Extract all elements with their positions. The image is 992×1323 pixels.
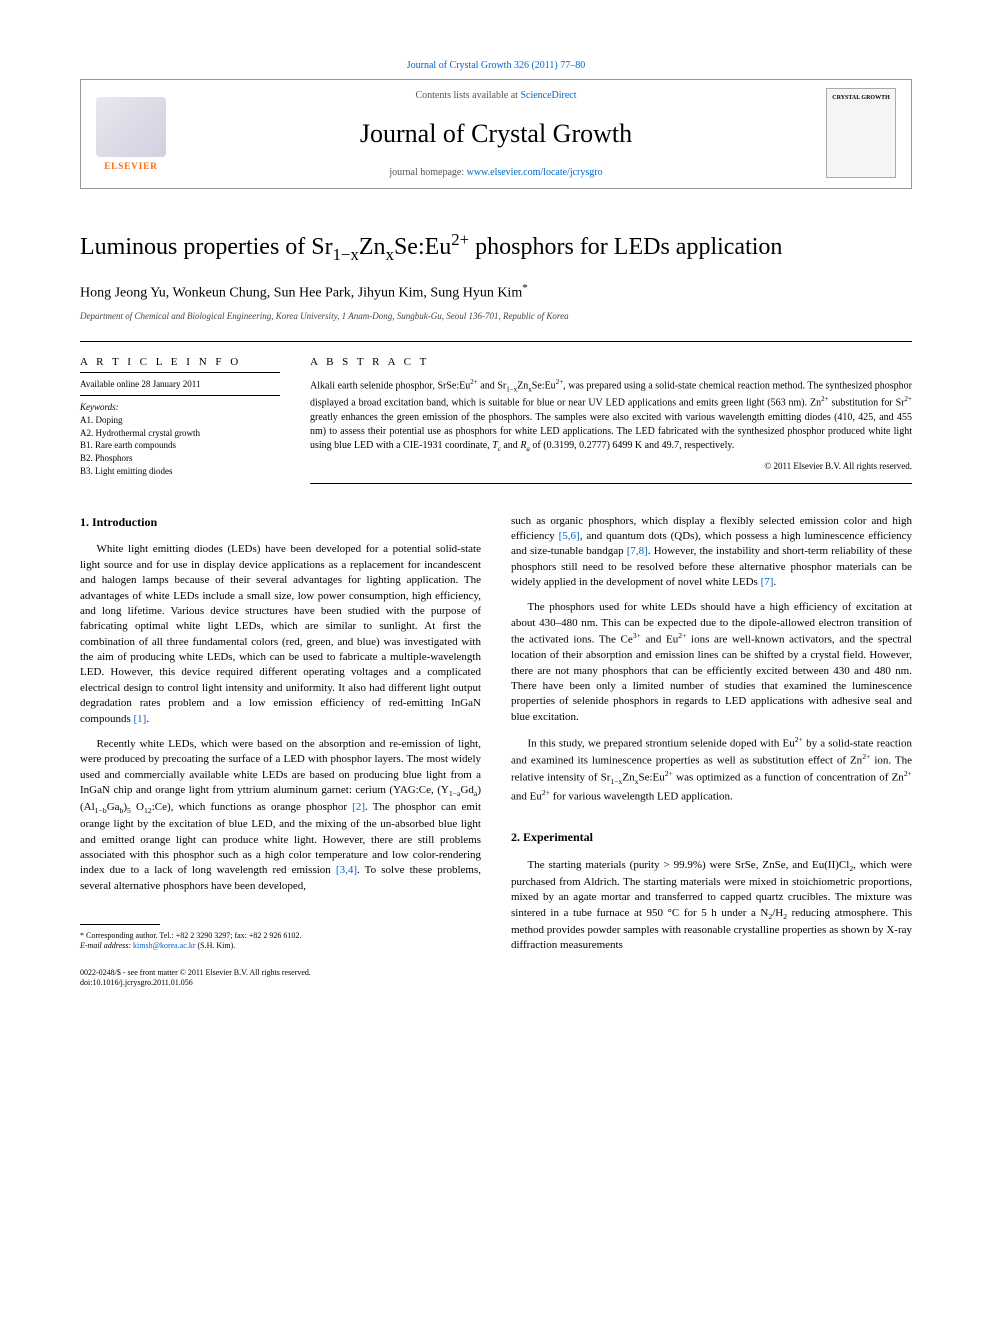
- homepage-link[interactable]: www.elsevier.com/locate/jcrysgro: [467, 167, 603, 178]
- authors-text: Hong Jeong Yu, Wonkeun Chung, Sun Hee Pa…: [80, 285, 522, 300]
- article-title: Luminous properties of Sr1−xZnxSe:Eu2+ p…: [80, 229, 912, 266]
- article-info-block: A R T I C L E I N F O Available online 2…: [80, 356, 280, 483]
- homepage-line: journal homepage: www.elsevier.com/locat…: [201, 167, 791, 178]
- intro-p3: such as organic phosphors, which display…: [511, 514, 912, 591]
- running-header: Journal of Crystal Growth 326 (2011) 77–…: [80, 60, 912, 71]
- journal-cover-slot: CRYSTAL GROWTH: [811, 80, 911, 188]
- authors-line: Hong Jeong Yu, Wonkeun Chung, Sun Hee Pa…: [80, 282, 912, 302]
- info-rule-2: [80, 395, 280, 396]
- info-abstract-row: A R T I C L E I N F O Available online 2…: [80, 341, 912, 483]
- keyword-item: B2. Phosphors: [80, 452, 280, 465]
- keyword-item: A2. Hydrothermal crystal growth: [80, 427, 280, 440]
- keywords-list: A1. Doping A2. Hydrothermal crystal grow…: [80, 414, 280, 477]
- article-info-heading: A R T I C L E I N F O: [80, 356, 280, 368]
- elsevier-logo: ELSEVIER: [81, 80, 181, 188]
- exp-p1: The starting materials (purity > 99.9%) …: [511, 858, 912, 954]
- journal-title-header: Journal of Crystal Growth: [201, 119, 791, 149]
- journal-header-box: ELSEVIER Contents lists available at Sci…: [80, 79, 912, 189]
- keyword-item: A1. Doping: [80, 414, 280, 427]
- homepage-prefix: journal homepage:: [389, 167, 466, 178]
- cite-7[interactable]: [7]: [761, 576, 774, 588]
- corresponding-mark: *: [522, 282, 528, 294]
- journal-cover-image: CRYSTAL GROWTH: [826, 88, 896, 178]
- footnote-rule: [80, 924, 160, 925]
- doi-line: doi:10.1016/j.jcrysgro.2011.01.056: [80, 978, 481, 988]
- elsevier-text: ELSEVIER: [104, 161, 158, 171]
- citation-header: Journal of Crystal Growth 326 (2011) 77–…: [407, 60, 586, 71]
- section-1-heading: 1. Introduction: [80, 514, 481, 531]
- abstract-copyright: © 2011 Elsevier B.V. All rights reserved…: [310, 461, 912, 471]
- cite-7-8[interactable]: [7,8]: [627, 545, 648, 557]
- bottom-meta: 0022-0248/$ - see front matter © 2011 El…: [80, 968, 481, 989]
- cite-1[interactable]: [1]: [133, 713, 146, 725]
- contents-lists-line: Contents lists available at ScienceDirec…: [201, 90, 791, 101]
- abstract-heading: A B S T R A C T: [310, 356, 912, 368]
- keyword-item: B1. Rare earth compounds: [80, 439, 280, 452]
- right-column: such as organic phosphors, which display…: [511, 514, 912, 989]
- body-columns: 1. Introduction White light emitting dio…: [80, 514, 912, 989]
- abstract-rule: [310, 483, 912, 484]
- elsevier-tree-icon: [96, 97, 166, 157]
- section-2-heading: 2. Experimental: [511, 829, 912, 846]
- sciencedirect-link[interactable]: ScienceDirect: [520, 90, 576, 101]
- keyword-item: B3. Light emitting diodes: [80, 465, 280, 478]
- intro-p5: In this study, we prepared strontium sel…: [511, 735, 912, 805]
- keywords-label: Keywords:: [80, 402, 280, 412]
- contents-lists-prefix: Contents lists available at: [415, 90, 520, 101]
- online-date: Available online 28 January 2011: [80, 379, 280, 389]
- left-column: 1. Introduction White light emitting dio…: [80, 514, 481, 989]
- corr-footnote: * Corresponding author. Tel.: +82 2 3290…: [80, 931, 481, 952]
- header-middle: Contents lists available at ScienceDirec…: [181, 80, 811, 188]
- intro-p2: Recently white LEDs, which were based on…: [80, 737, 481, 894]
- intro-p1: White light emitting diodes (LEDs) have …: [80, 542, 481, 727]
- abstract-text: Alkali earth selenide phosphor, SrSe:Eu2…: [310, 378, 912, 454]
- affiliation: Department of Chemical and Biological En…: [80, 311, 912, 321]
- cite-5-6[interactable]: [5,6]: [559, 530, 580, 542]
- cite-2[interactable]: [2]: [352, 801, 365, 813]
- abstract-block: A B S T R A C T Alkali earth selenide ph…: [310, 356, 912, 483]
- intro-p4: The phosphors used for white LEDs should…: [511, 600, 912, 725]
- email-link[interactable]: kimsh@korea.ac.kr: [133, 941, 195, 950]
- email-line: E-mail address: kimsh@korea.ac.kr (S.H. …: [80, 941, 481, 951]
- front-matter-line: 0022-0248/$ - see front matter © 2011 El…: [80, 968, 481, 978]
- cite-3-4[interactable]: [3,4]: [336, 864, 357, 876]
- info-rule-1: [80, 372, 280, 373]
- corr-line: * Corresponding author. Tel.: +82 2 3290…: [80, 931, 481, 941]
